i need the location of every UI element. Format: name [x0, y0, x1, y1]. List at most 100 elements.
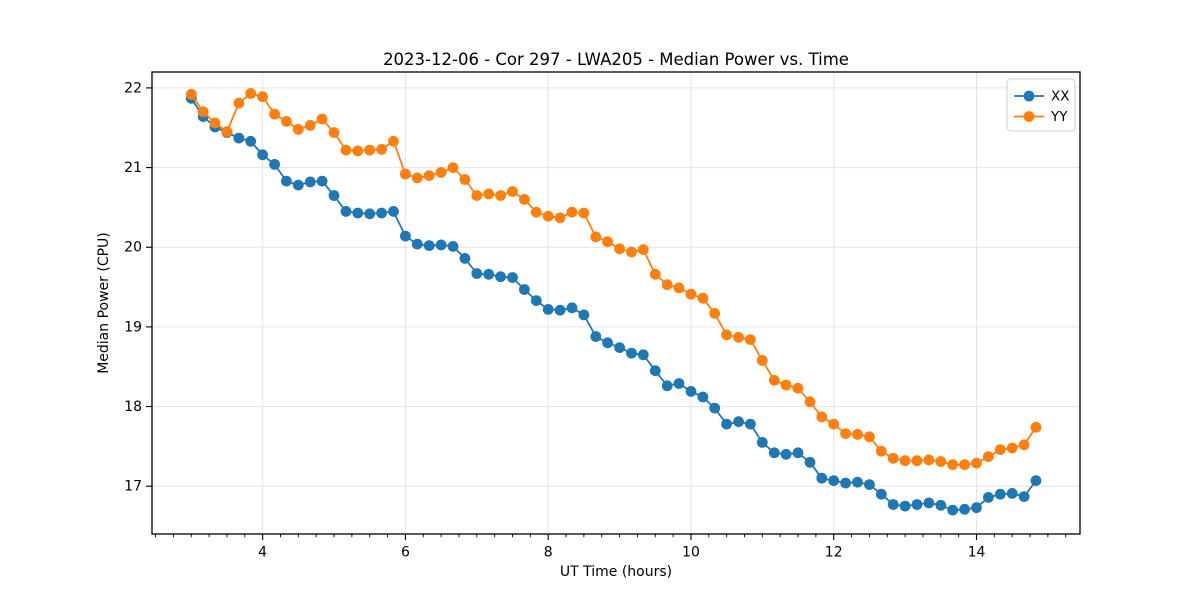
series-YY-point [233, 97, 245, 109]
series-XX-point [816, 472, 828, 484]
series-YY-point [661, 279, 673, 291]
series-XX-point [614, 342, 625, 353]
series-YY-point [221, 126, 233, 138]
series-YY-point [495, 190, 506, 201]
series-YY-point [340, 144, 352, 156]
series-YY-point [864, 431, 875, 443]
series-XX-point [733, 416, 744, 428]
series-XX-point [923, 497, 935, 509]
x-axis-label: UT Time (hours) [560, 564, 672, 580]
legend: XX YY [1006, 78, 1076, 132]
series-YY-point [721, 329, 732, 341]
series-XX-point [257, 149, 268, 161]
series-YY-point [971, 457, 982, 469]
series-XX-point [602, 337, 613, 349]
series-XX-point [697, 391, 709, 403]
series-YY-point [792, 382, 804, 394]
series-XX-point [483, 268, 495, 280]
series-YY-point [1006, 442, 1018, 454]
series-YY-point [590, 231, 602, 243]
series-YY-point [983, 451, 994, 463]
series-YY-point [768, 374, 780, 386]
series-YY-point [471, 190, 483, 201]
series-XX-point [756, 437, 768, 448]
series-XX-point [495, 271, 506, 283]
series-XX-point [780, 448, 792, 460]
x-tick-label: 14 [968, 545, 986, 561]
series-YY-point [1030, 421, 1042, 433]
x-tick-label: 12 [825, 545, 843, 561]
series-XX-point [423, 240, 435, 252]
series-XX-point [1030, 475, 1042, 486]
series-XX-point [864, 479, 875, 490]
series-YY-point [257, 91, 268, 103]
series-XX-point [507, 272, 518, 283]
series-YY-point [626, 246, 637, 258]
y-tick-label: 20 [124, 240, 142, 256]
series-YY-point [197, 106, 209, 118]
series-XX-point [447, 241, 459, 252]
series-XX-point [340, 206, 352, 217]
series-XX-point [459, 253, 471, 264]
series-YY-point [828, 418, 840, 430]
x-tick-label: 6 [401, 545, 410, 561]
series-YY-point [637, 244, 649, 256]
series-XX-point [304, 176, 316, 188]
series-YY-point [292, 123, 304, 135]
series-YY-point [733, 331, 744, 343]
series-XX-point [590, 331, 602, 342]
series-XX-point [804, 456, 816, 468]
series-YY-point [459, 174, 471, 185]
series-YY-point [423, 170, 435, 182]
legend-label: YY [1050, 109, 1068, 125]
series-XX-point [626, 347, 637, 359]
x-tick-label: 4 [258, 545, 267, 561]
series-YY-point [875, 445, 887, 457]
series-YY-point [840, 428, 851, 439]
series-YY-point [614, 243, 625, 255]
series-XX-point [959, 503, 970, 515]
legend-sample-marker [1023, 111, 1035, 122]
x-tick-label: 8 [544, 545, 553, 561]
series-YY-point [411, 172, 423, 184]
series-XX-point [352, 207, 364, 219]
series-XX-point [875, 488, 887, 500]
series-XX-point [292, 179, 304, 191]
series-XX-point [471, 268, 483, 279]
series-XX-point [316, 175, 328, 187]
series-XX-point [768, 447, 780, 459]
series-YY-point [994, 444, 1006, 455]
series-YY-point [435, 167, 447, 178]
series-YY-point [804, 396, 816, 408]
series-YY-point [947, 459, 959, 471]
series-YY-point [554, 212, 566, 224]
series-XX-point [792, 447, 804, 459]
series-YY-point [388, 135, 399, 147]
series-XX-point [281, 175, 292, 187]
series-YY-point [352, 145, 364, 157]
series-XX-point [1006, 488, 1018, 499]
series-YY-point [328, 127, 340, 138]
series-XX-point [935, 499, 947, 511]
series-YY-point [780, 379, 792, 391]
grid-lines [152, 72, 1080, 534]
series-XX-point [530, 295, 542, 306]
series-XX-point [388, 206, 399, 217]
series-YY-line [190, 92, 1037, 466]
legend-label: XX [1051, 89, 1070, 105]
series-XX-point [828, 475, 840, 486]
series-XX-point [840, 477, 851, 489]
y-tick-label: 17 [124, 479, 142, 495]
series-YY-point [852, 429, 863, 440]
series-XX-point [435, 239, 447, 251]
series-XX-point [554, 304, 566, 316]
series-YY-point [519, 194, 530, 205]
series-YY-point [745, 334, 756, 345]
series-YY-point [316, 113, 328, 125]
series-YY-point [911, 455, 923, 467]
series-XX-point [376, 207, 387, 219]
series-XX-point [542, 304, 554, 315]
y-tick-label: 22 [124, 80, 142, 96]
series-XX-point [685, 386, 697, 397]
series-YY-point [649, 268, 661, 280]
